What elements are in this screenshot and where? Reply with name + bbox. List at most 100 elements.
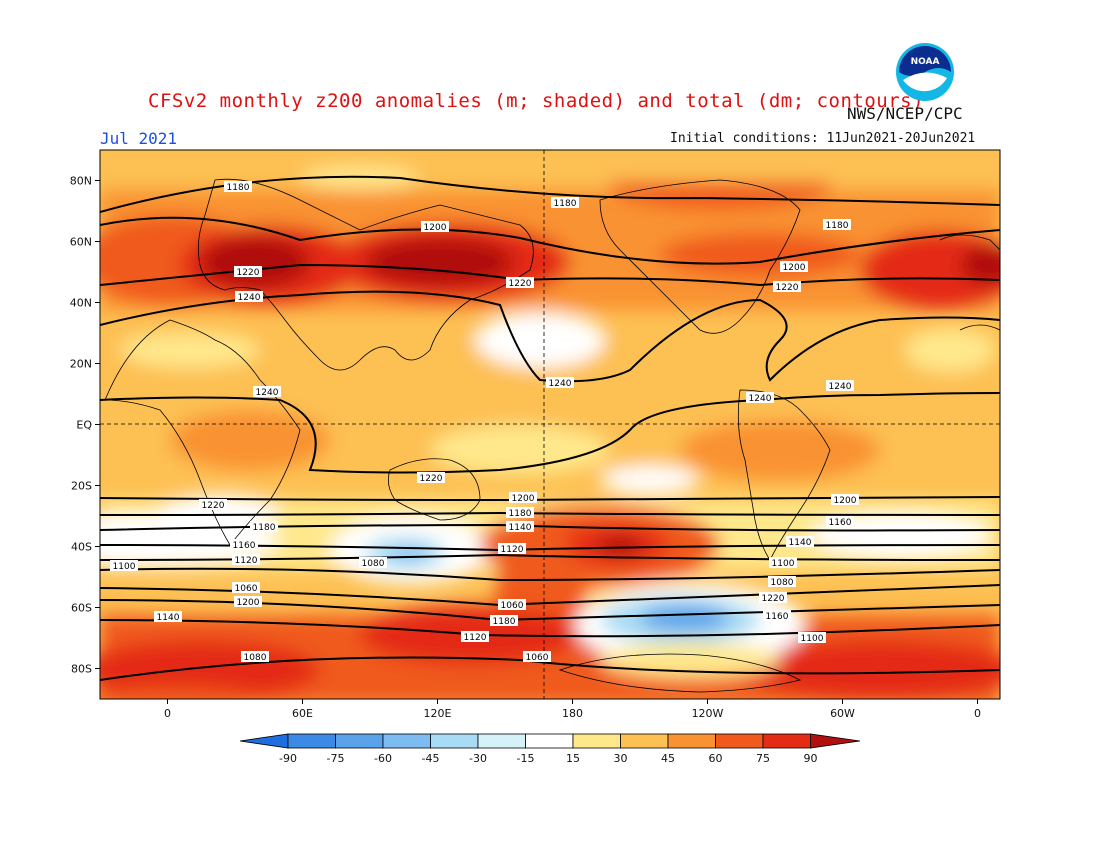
contour-label: 1120 (464, 633, 487, 643)
longitude-axis: 0 60E 120E 180 120W 60W 0 (164, 699, 981, 720)
contour-label: 1180 (509, 509, 532, 519)
contour-label-bg (826, 516, 854, 527)
contour-label: 1120 (501, 545, 524, 555)
contour-label-bg (490, 615, 518, 626)
contour-label-bg (421, 221, 449, 232)
contour-label-bg (250, 521, 278, 532)
contour-labels: 1180 1180 1180 1200 1200 1220 1220 1220 1240 1240… (110, 181, 859, 663)
contour-label: 1100 (772, 559, 795, 569)
contour-label-bg (154, 611, 182, 622)
contour-label: 1240 (238, 293, 261, 303)
contour-label-bg (780, 261, 808, 272)
contour-label: 1140 (509, 523, 532, 533)
coastlines (104, 178, 1000, 693)
colorbar-box (525, 733, 574, 749)
contour-label-bg (546, 377, 574, 388)
contour-label-bg (110, 560, 138, 571)
colorbar-label: -75 (327, 752, 345, 765)
lon-label: 60E (292, 707, 313, 720)
contour-label: 1080 (771, 578, 794, 588)
initial-conditions: Initial conditions: 11Jun2021-20Jun2021 (670, 131, 976, 146)
contour-label: 1240 (256, 388, 279, 398)
colorbar-box (572, 733, 621, 749)
lon-label: 60W (830, 707, 855, 720)
contour-label: 1080 (362, 559, 385, 569)
colorbar-box (762, 733, 811, 749)
contour-label-bg (235, 291, 263, 302)
colorbar-label: -45 (422, 752, 440, 765)
contour-label: 1080 (244, 653, 267, 663)
forecast-month: Jul 2021 (100, 129, 178, 148)
lat-label: 60N (70, 236, 92, 249)
colorbar-labels: -90 -75 -60 -45 -30 -15 15 30 45 60 75 90 (279, 752, 817, 765)
contour-label: 1060 (526, 653, 549, 663)
contour-label: 1160 (766, 612, 789, 622)
lat-label: 20S (71, 480, 92, 493)
contour-label: 1060 (235, 584, 258, 594)
contour-label: 1200 (783, 263, 806, 273)
contour-label: 1220 (420, 474, 443, 484)
contour-label: 1240 (749, 394, 772, 404)
colorbar-label: -15 (517, 752, 535, 765)
colorbar-box (715, 733, 764, 749)
contour-label: 1200 (834, 496, 857, 506)
contour-label: 1180 (554, 199, 577, 209)
latitude-axis: 80N 60N 40N 20N EQ 20S 40S 60S 80S (70, 175, 100, 676)
contour-label-bg (232, 554, 260, 565)
contour-label: 1240 (549, 379, 572, 389)
svg-text:NOAA: NOAA (911, 57, 940, 67)
colorbar-box (477, 733, 526, 749)
contour-label-bg (359, 557, 387, 568)
lat-label: 40S (71, 541, 92, 554)
colorbar-label: -90 (279, 752, 297, 765)
contour-label-bg (509, 492, 537, 503)
contour-label-bg (461, 631, 489, 642)
contour-label: 1200 (424, 223, 447, 233)
colorbar-min-arrow (239, 733, 289, 749)
contour-label: 1060 (501, 601, 524, 611)
chart-title: CFSv2 monthly z200 anomalies (m; shaded)… (148, 90, 925, 112)
contour-label-bg (823, 219, 851, 230)
contour-label-bg (506, 277, 534, 288)
contour-label: 1160 (829, 518, 852, 528)
contour-label: 1220 (776, 283, 799, 293)
contour-label: 1140 (157, 613, 180, 623)
contour-label: 1200 (237, 598, 260, 608)
contour-label-bg (417, 472, 445, 483)
colorbar-label: 60 (709, 752, 723, 765)
contour-label-bg (769, 557, 797, 568)
contour-label-bg (230, 539, 258, 550)
colorbar-label: 30 (614, 752, 628, 765)
lat-label: 60S (71, 602, 92, 615)
contour-label: 1140 (789, 538, 812, 548)
contour-label-bg (798, 632, 826, 643)
contour-label: 1100 (801, 634, 824, 644)
colorbar-label: -30 (469, 752, 487, 765)
contour-label: 1220 (509, 279, 532, 289)
contour-label-bg (241, 651, 269, 662)
colorbar-label: 90 (804, 752, 818, 765)
contour-label-bg (498, 599, 526, 610)
lon-label: 0 (164, 707, 171, 720)
contour-label: 1180 (493, 617, 516, 627)
contour-label-bg (759, 592, 787, 603)
lat-label: 20N (70, 358, 92, 371)
contour-label-bg (232, 582, 260, 593)
contour-label-bg (746, 392, 774, 403)
lon-label: 180 (562, 707, 583, 720)
contour-label-bg (551, 197, 579, 208)
contour-label: 1120 (235, 556, 258, 566)
colorbar-box (430, 733, 479, 749)
contour-label: 1220 (202, 501, 225, 511)
colorbar-box (287, 733, 336, 749)
contour-label-bg (786, 536, 814, 547)
contour-label: 1220 (762, 594, 785, 604)
contour-label: 1180 (253, 523, 276, 533)
lat-label: 80S (71, 663, 92, 676)
contour-label: 1180 (826, 221, 849, 231)
contour-label-bg (831, 494, 859, 505)
lon-label: 120E (424, 707, 452, 720)
lon-label: 120W (692, 707, 724, 720)
colorbar-box (382, 733, 431, 749)
